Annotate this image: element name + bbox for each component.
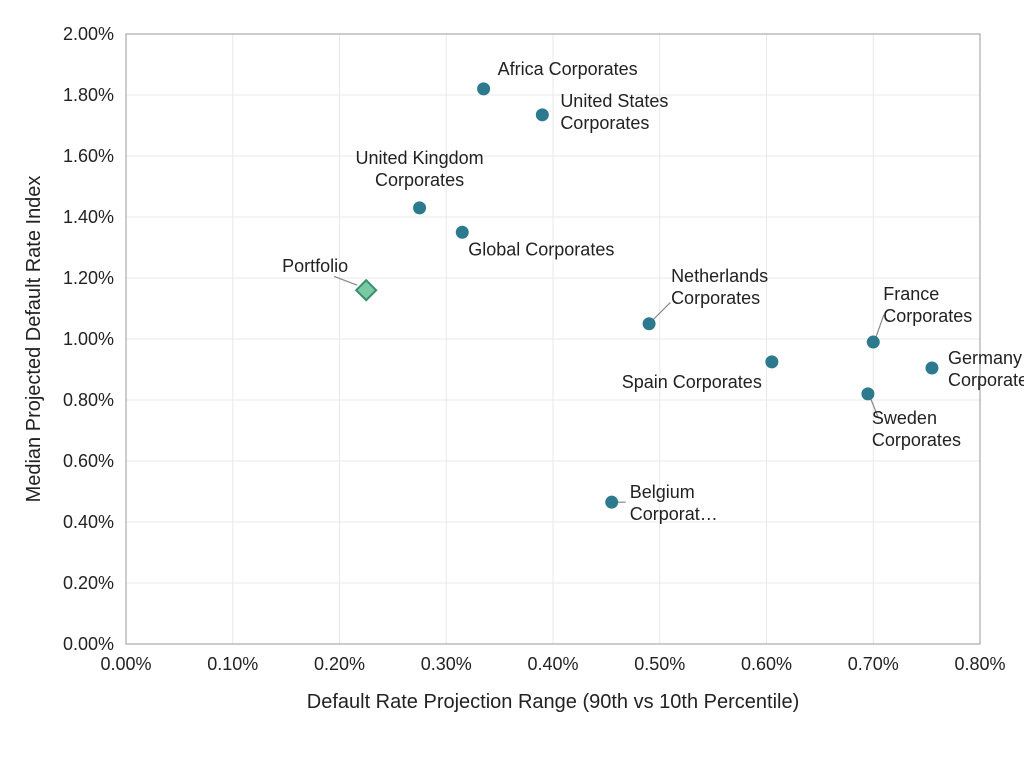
- data-point-netherlands: [643, 318, 655, 330]
- data-point-africa: [478, 83, 490, 95]
- scatter-chart: 0.00% 0.10% 0.20% 0.30% 0.40% 0.50% 0.60% 0.70%…: [0, 0, 1024, 764]
- data-point-spain: [766, 356, 778, 368]
- y-tick-label: 1.00%: [63, 329, 114, 349]
- x-tick-label: 0.50%: [634, 654, 685, 674]
- data-label-spain: Spain Corporates: [622, 372, 762, 392]
- y-axis-label: Median Projected Default Rate Index: [23, 176, 45, 503]
- y-tick-label: 1.20%: [63, 268, 114, 288]
- data-point-sweden: [862, 388, 874, 400]
- data-point-united-states: [536, 109, 548, 121]
- x-tick-label: 0.20%: [314, 654, 365, 674]
- x-tick-label: 0.70%: [848, 654, 899, 674]
- x-tick-label: 0.80%: [954, 654, 1005, 674]
- y-tick-label: 1.80%: [63, 85, 114, 105]
- data-label-africa: Africa Corporates: [498, 59, 638, 79]
- y-tick-label: 0.20%: [63, 573, 114, 593]
- x-tick-label: 0.00%: [100, 654, 151, 674]
- y-tick-label: 0.80%: [63, 390, 114, 410]
- x-tick-label: 0.40%: [527, 654, 578, 674]
- data-label-global: Global Corporates: [468, 239, 614, 259]
- data-point-germany: [926, 362, 938, 374]
- data-point-belgium: [606, 496, 618, 508]
- data-point-france: [867, 336, 879, 348]
- data-label-portfolio: Portfolio: [282, 256, 348, 276]
- y-tick-label: 0.00%: [63, 634, 114, 654]
- y-tick-label: 2.00%: [63, 24, 114, 44]
- x-tick-label: 0.10%: [207, 654, 258, 674]
- data-point-united-kingdom: [414, 202, 426, 214]
- data-point-global: [456, 226, 468, 238]
- y-tick-label: 0.60%: [63, 451, 114, 471]
- chart-background: [0, 0, 1024, 764]
- x-tick-label: 0.60%: [741, 654, 792, 674]
- y-tick-label: 1.40%: [63, 207, 114, 227]
- chart-svg: 0.00% 0.10% 0.20% 0.30% 0.40% 0.50% 0.60% 0.70%…: [0, 0, 1024, 764]
- x-axis-label: Default Rate Projection Range (90th vs 1…: [307, 691, 800, 713]
- x-tick-label: 0.30%: [421, 654, 472, 674]
- y-tick-label: 0.40%: [63, 512, 114, 532]
- y-tick-label: 1.60%: [63, 146, 114, 166]
